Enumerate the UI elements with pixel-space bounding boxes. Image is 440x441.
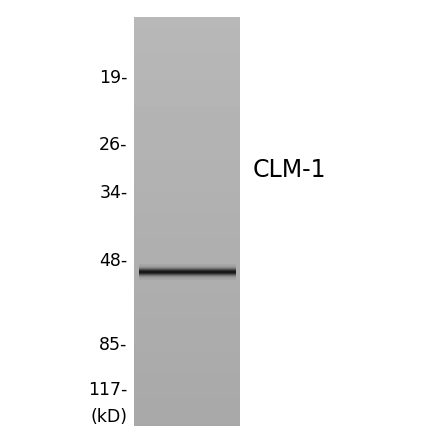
Text: 85-: 85- — [99, 336, 128, 354]
Text: CLM-1: CLM-1 — [253, 158, 326, 182]
Text: (kD): (kD) — [91, 408, 128, 426]
Text: 34-: 34- — [99, 184, 128, 202]
Text: 117-: 117- — [88, 381, 128, 399]
Text: 48-: 48- — [99, 252, 128, 270]
Text: 19-: 19- — [99, 70, 128, 87]
Text: 26-: 26- — [99, 136, 128, 153]
